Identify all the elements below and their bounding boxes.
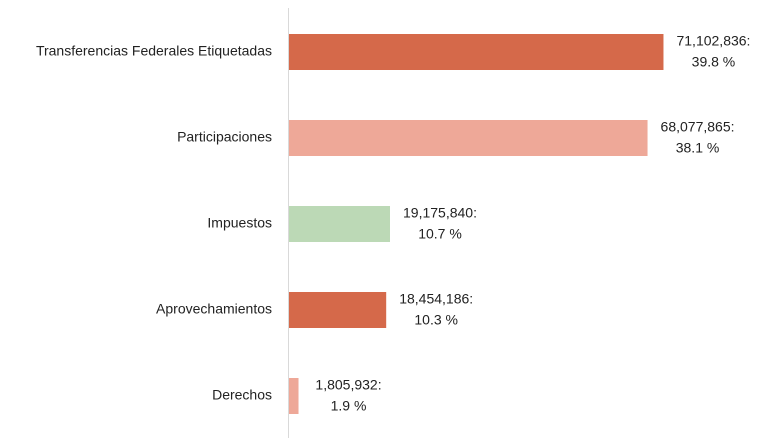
category-label: Transferencias Federales Etiquetadas [36,43,272,59]
value-label: 18,454,186: [399,291,473,307]
percentage-label: 1.9 % [331,398,367,414]
bar [289,120,648,156]
category-label: Participaciones [177,129,272,145]
bar [289,34,664,70]
value-label: 1,805,932: [315,377,381,393]
value-label: 71,102,836: [676,33,750,49]
category-label: Impuestos [207,215,272,231]
percentage-label: 10.7 % [418,226,462,242]
bar [289,378,299,414]
bar [289,206,390,242]
percentage-label: 39.8 % [692,54,736,70]
percentage-label: 10.3 % [414,312,458,328]
value-label: 19,175,840: [403,205,477,221]
percentage-label: 38.1 % [676,140,720,156]
category-label: Derechos [212,387,272,403]
category-label: Aprovechamientos [156,301,272,317]
bar [289,292,387,328]
value-label: 68,077,865: [661,119,735,135]
